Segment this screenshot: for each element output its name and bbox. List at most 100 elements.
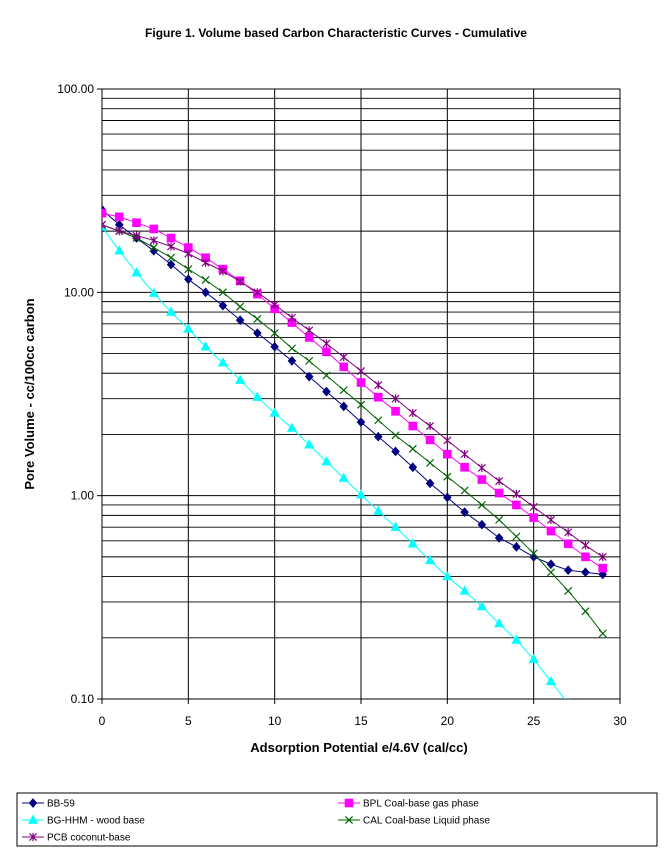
data-point: [598, 569, 607, 580]
data-point: [390, 521, 401, 531]
chart-title: Figure 1. Volume based Carbon Characteri…: [145, 26, 527, 40]
data-point: [426, 421, 435, 431]
data-point: [356, 366, 366, 376]
data-point: [581, 541, 590, 550]
data-point: [494, 533, 504, 543]
data-point: [305, 326, 314, 335]
data-point: [546, 568, 555, 577]
data-point: [460, 486, 469, 495]
data-point: [322, 339, 331, 348]
tick-labels: 0 5 10 15 20 25 30 0.10 1.00 10.00 100.00: [57, 82, 627, 728]
legend-item: BB-59: [22, 798, 75, 810]
data-point: [235, 374, 246, 384]
data-point: [529, 549, 538, 558]
data-point: [322, 371, 331, 380]
data-point: [269, 407, 280, 417]
data-point: [286, 422, 297, 432]
data-point: [408, 421, 418, 431]
data-point: [529, 502, 538, 512]
data-point: [546, 526, 556, 536]
data-point: [287, 344, 296, 353]
data-point: [494, 488, 504, 498]
data-point: [132, 218, 141, 228]
data-point: [460, 450, 469, 459]
data-point: [201, 258, 210, 267]
data-point: [567, 697, 569, 699]
data-point: [167, 242, 176, 251]
data-point: [512, 542, 521, 552]
data-point: [184, 265, 193, 274]
data-point: [339, 353, 348, 362]
data-point: [339, 401, 348, 412]
x-tick-label: 20: [441, 714, 455, 728]
data-point: [149, 236, 158, 245]
y-tick-label: 10.00: [64, 285, 94, 299]
data-point: [253, 314, 262, 323]
data-point: [322, 347, 331, 357]
y-tick-label: 1.00: [71, 489, 95, 503]
data-point: [166, 233, 176, 243]
data-point: [477, 463, 486, 472]
data-point: [391, 446, 400, 457]
data-point: [339, 386, 348, 395]
data-point: [373, 392, 383, 402]
series-bb-59: [102, 204, 607, 580]
data-point: [460, 462, 469, 472]
data-point: [287, 313, 296, 322]
data-point: [425, 554, 436, 565]
data-point: [442, 571, 453, 581]
data-point: [253, 288, 262, 297]
x-axis-title: Adsorption Potential e/4.6V (cal/cc): [250, 740, 467, 755]
data-point: [564, 586, 573, 595]
data-point: [114, 212, 124, 222]
data-point: [217, 357, 228, 367]
data-point: [304, 371, 314, 382]
data-point: [356, 378, 366, 387]
legend-label: BPL Coal-base gas phase: [363, 799, 479, 810]
data-point: [581, 552, 590, 562]
data-point: [167, 253, 176, 262]
data-point: [235, 315, 245, 325]
data-point: [598, 563, 608, 573]
data-point: [546, 515, 555, 525]
data-point: [218, 288, 227, 297]
data-point: [184, 249, 193, 258]
x-tick-label: 25: [527, 714, 541, 728]
data-point: [425, 435, 435, 445]
legend-marker: [344, 798, 354, 808]
data-point: [338, 472, 349, 482]
data-point: [304, 333, 314, 342]
data-point: [374, 431, 383, 442]
series-cal: [102, 220, 607, 638]
legend-item: BG-HHM - wood base: [22, 814, 145, 827]
data-point: [183, 323, 194, 333]
data-point: [184, 274, 193, 285]
data-point: [148, 287, 159, 297]
legend-marker: [344, 815, 354, 825]
data-point: [339, 362, 349, 372]
y-tick-label: 100.00: [57, 82, 94, 96]
data-point: [391, 394, 400, 403]
legend-label: CAL Coal-base Liquid phase: [363, 816, 490, 827]
data-point: [114, 245, 125, 255]
data-point: [355, 489, 367, 499]
data-point: [356, 400, 366, 409]
data-point: [443, 436, 452, 445]
data-point: [494, 618, 505, 628]
legend-marker: [27, 814, 39, 824]
data-point: [200, 341, 211, 351]
data-point: [322, 386, 331, 397]
x-tick-label: 5: [185, 714, 192, 728]
data-point: [270, 329, 279, 338]
series-layer: [102, 204, 608, 699]
data-point: [218, 300, 228, 311]
data-point: [391, 406, 400, 416]
data-point: [253, 328, 262, 338]
data-point: [476, 600, 487, 611]
data-point: [477, 519, 487, 530]
x-tick-label: 15: [354, 714, 368, 728]
data-point: [477, 500, 486, 509]
legend-item: PCB coconut-base: [22, 833, 131, 844]
data-point: [495, 476, 504, 486]
